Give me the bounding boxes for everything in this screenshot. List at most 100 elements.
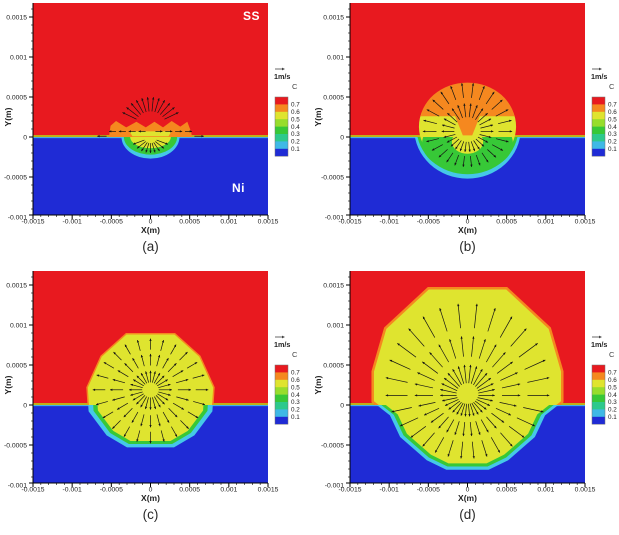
y-tick-label: 0 [23, 402, 27, 409]
y-tick-label: 0.0015 [323, 282, 344, 289]
x-axis-title: X(m) [141, 493, 160, 503]
colorbar-tick-label: 0.2 [291, 407, 300, 414]
colorbar-tick-label: 0.2 [608, 407, 617, 414]
x-tick-label: 0.0015 [258, 487, 279, 494]
x-tick-label: 0.0015 [575, 219, 596, 226]
colorbar: 0.70.60.50.40.30.20.1 C [591, 82, 617, 157]
vector-scale: 1m/s [274, 67, 290, 81]
colorbar-title: C [609, 350, 615, 359]
colorbar-tick-label: 0.2 [291, 139, 300, 146]
colorbar-tick-label: 0.6 [291, 109, 300, 116]
y-tick-label: 0.0005 [6, 94, 27, 101]
velocity-vectors [92, 338, 209, 444]
y-tick-label: 0.0015 [323, 14, 344, 21]
x-tick-label: -0.0015 [21, 219, 44, 226]
y-axis-title: Y(m) [3, 107, 13, 126]
colorbar-tick-label: 0.7 [291, 370, 300, 377]
panel-d: (d) -0.0015 -0.001 -0.0005 0 0.0005 0.001 0.00… [310, 268, 619, 535]
y-tick-label: -0.0005 [4, 442, 27, 449]
y-tick-label: -0.001 [8, 214, 27, 221]
x-tick-label: -0.0015 [338, 487, 361, 494]
ni-region-label: Ni [232, 181, 245, 195]
colorbar-tick-label: 0.5 [608, 384, 617, 391]
axes: -0.0015 -0.001 -0.0005 0 0.0005 0.001 0.0015 0.… [313, 3, 596, 235]
colorbar-tick-label: 0.4 [291, 392, 300, 399]
y-tick-label: -0.0005 [321, 174, 344, 181]
y-axis-title: Y(m) [3, 375, 13, 394]
colorbar-tick-label: 0.5 [291, 116, 300, 123]
x-tick-label: -0.0015 [338, 219, 361, 226]
vector-scale-label: 1m/s [274, 72, 290, 81]
x-tick-label: 0.001 [537, 219, 554, 226]
colorbar-tick-label: 0.4 [291, 124, 300, 131]
x-tick-label: -0.0005 [417, 487, 440, 494]
x-tick-label: -0.0005 [100, 487, 123, 494]
ss-region-label: SS [243, 9, 261, 23]
ss-region [33, 3, 268, 137]
y-tick-label: 0.0005 [323, 362, 344, 369]
panel-a-caption: (a) [142, 239, 159, 254]
colorbar-tick-label: 0.2 [608, 139, 617, 146]
x-tick-label: 0.001 [537, 487, 554, 494]
x-tick-label: -0.001 [380, 219, 399, 226]
colorbar-tick-label: 0.5 [608, 116, 617, 123]
x-tick-label: 0.0015 [258, 219, 279, 226]
y-tick-label: -0.0005 [321, 442, 344, 449]
velocity-vectors [385, 303, 550, 459]
panel-b-canvas: -0.0015 -0.001 -0.0005 0 0.0005 0.001 0.0015 0.… [313, 3, 617, 235]
colorbar-tick-label: 0.3 [291, 399, 300, 406]
y-tick-label: -0.0005 [4, 174, 27, 181]
colorbar-tick-label: 0.3 [608, 399, 617, 406]
colorbar-tick-label: 0.4 [608, 124, 617, 131]
panel-d-caption: (d) [459, 507, 476, 522]
melt-pool [371, 286, 564, 470]
vector-scale-label: 1m/s [591, 340, 607, 349]
y-axis-title: Y(m) [313, 107, 323, 126]
colorbar-tick-label: 0.7 [291, 102, 300, 109]
colorbar-tick-label: 0.5 [291, 384, 300, 391]
x-tick-label: 0.001 [220, 487, 237, 494]
y-tick-label: 0 [340, 134, 344, 141]
vector-scale: 1m/s [274, 335, 290, 349]
y-tick-label: 0.0015 [6, 282, 27, 289]
y-tick-label: 0.0015 [6, 14, 27, 21]
x-tick-label: 0.0005 [179, 487, 200, 494]
y-tick-label: 0.001 [327, 54, 344, 61]
x-tick-label: -0.001 [63, 487, 82, 494]
colorbar-tick-label: 0.3 [291, 131, 300, 138]
x-tick-label: 0 [466, 219, 470, 226]
y-tick-label: 0 [340, 402, 344, 409]
y-tick-label: -0.001 [325, 482, 344, 489]
y-tick-label: 0 [23, 134, 27, 141]
x-axis-title: X(m) [141, 225, 160, 235]
x-tick-label: 0 [149, 487, 153, 494]
panel-b-caption: (b) [459, 239, 476, 254]
x-tick-label: 0.0005 [496, 219, 517, 226]
x-tick-label: -0.0005 [100, 219, 123, 226]
colorbar-tick-label: 0.3 [608, 131, 617, 138]
colorbar-tick-label: 0.6 [608, 377, 617, 384]
x-tick-label: 0.0005 [496, 487, 517, 494]
vector-scale: 1m/s [591, 335, 607, 349]
colorbar-tick-label: 0.4 [608, 392, 617, 399]
panel-d-canvas: -0.0015 -0.001 -0.0005 0 0.0005 0.001 0.0015 0.… [313, 271, 617, 503]
y-axis-title: Y(m) [313, 375, 323, 394]
x-tick-label: 0.0015 [575, 487, 596, 494]
colorbar-tick-label: 0.1 [291, 414, 300, 421]
x-axis-title: X(m) [458, 225, 477, 235]
x-tick-label: 0 [149, 219, 153, 226]
melt-pool [414, 82, 521, 179]
vector-scale-arrow-icon [282, 335, 285, 339]
panel-c-caption: (c) [142, 507, 159, 522]
colorbar-title: C [292, 82, 298, 91]
colorbar-title: C [609, 82, 615, 91]
panel-c: (c) -0.0015 -0.001 -0.0005 0 0.0005 0.001 0.00… [0, 268, 310, 535]
colorbar-tick-label: 0.1 [608, 146, 617, 153]
vector-scale-label: 1m/s [274, 340, 290, 349]
x-tick-label: 0.001 [220, 219, 237, 226]
x-tick-label: 0 [466, 487, 470, 494]
colorbar: 0.70.60.50.40.30.20.1 C [274, 350, 300, 425]
vector-scale: 1m/s [591, 67, 607, 81]
colorbar-tick-label: 0.1 [608, 414, 617, 421]
